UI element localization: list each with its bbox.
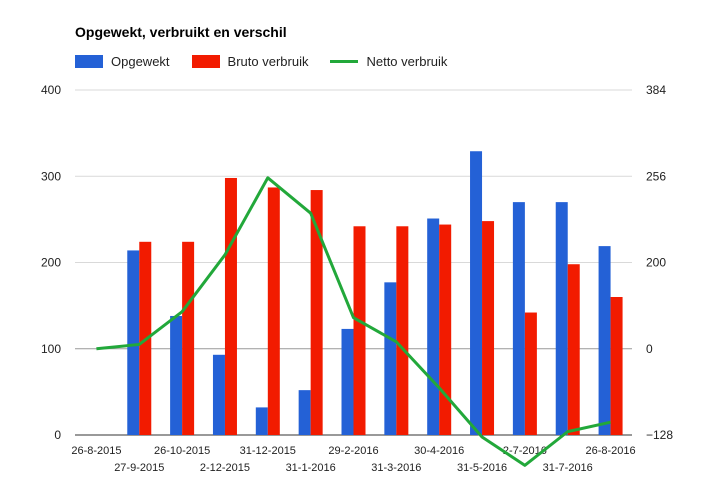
bar-opgewekt bbox=[341, 328, 354, 435]
y-left-tick-label: 400 bbox=[41, 83, 61, 97]
x-tick-label: 26-8-2015 bbox=[71, 445, 121, 457]
bar-bruto-verbruik bbox=[182, 241, 195, 435]
chart-title: Opgewekt, verbruikt en verschil bbox=[75, 24, 287, 40]
legend: Opgewekt Bruto verbruik Netto verbruik bbox=[75, 54, 469, 69]
x-tick-label: 31-3-2016 bbox=[371, 462, 421, 474]
bar-opgewekt bbox=[298, 390, 311, 435]
bar-bruto-verbruik bbox=[353, 226, 366, 435]
x-tick-label: 29-2-2016 bbox=[328, 445, 378, 457]
bar-opgewekt bbox=[255, 407, 268, 435]
x-tick-label: 27-9-2015 bbox=[114, 462, 164, 474]
line-netto-verbruik bbox=[96, 176, 611, 467]
legend-item-bruto-verbruik[interactable]: Bruto verbruik bbox=[191, 54, 309, 69]
x-tick-label: 31-12-2015 bbox=[240, 445, 296, 457]
bar-bruto-verbruik bbox=[439, 224, 452, 435]
x-tick-label: 2-7-2016 bbox=[503, 445, 547, 457]
bar-opgewekt bbox=[212, 354, 225, 435]
bar-bruto-verbruik bbox=[567, 264, 580, 435]
y-left-tick-label: 300 bbox=[41, 169, 61, 183]
y-left-tick-label: 200 bbox=[41, 256, 61, 270]
x-tick-label: 31-5-2016 bbox=[457, 462, 507, 474]
bar-opgewekt bbox=[470, 151, 483, 436]
y-left-tick-label: 100 bbox=[41, 342, 61, 356]
y-right-tick-label: 0 bbox=[646, 342, 653, 356]
legend-swatch-netto-verbruik bbox=[330, 60, 359, 63]
bar-bruto-verbruik bbox=[396, 226, 409, 435]
legend-label-opgewekt: Opgewekt bbox=[111, 54, 170, 69]
x-tick-label: 31-1-2016 bbox=[286, 462, 336, 474]
bar-opgewekt bbox=[170, 315, 183, 435]
x-tick-label: 26-8-2016 bbox=[585, 445, 635, 457]
x-tick-label: 30-4-2016 bbox=[414, 445, 464, 457]
y-left-tick-label: 0 bbox=[54, 428, 61, 442]
bar-bruto-verbruik bbox=[610, 297, 623, 435]
legend-label-netto-verbruik: Netto verbruik bbox=[366, 54, 448, 69]
bar-bruto-verbruik bbox=[224, 177, 237, 435]
bar-bruto-verbruik bbox=[310, 190, 323, 435]
bar-opgewekt bbox=[555, 202, 568, 435]
legend-label-bruto-verbruik: Bruto verbruik bbox=[227, 54, 309, 69]
bar-opgewekt bbox=[598, 246, 611, 435]
y-right-tick-label: 200 bbox=[646, 256, 666, 270]
y-right-tick-label: 256 bbox=[646, 169, 666, 183]
x-tick-label: 26-10-2015 bbox=[154, 445, 210, 457]
bar-opgewekt bbox=[427, 218, 440, 435]
legend-item-opgewekt[interactable]: Opgewekt bbox=[75, 54, 170, 69]
bar-bruto-verbruik bbox=[267, 187, 280, 435]
y-right-tick-label: −128 bbox=[646, 428, 673, 442]
legend-swatch-bruto-verbruik bbox=[191, 55, 220, 68]
bar-opgewekt bbox=[384, 282, 397, 435]
bar-opgewekt bbox=[512, 202, 525, 435]
x-tick-label: 31-7-2016 bbox=[543, 462, 593, 474]
bar-bruto-verbruik bbox=[482, 221, 495, 435]
legend-item-netto-verbruik[interactable]: Netto verbruik bbox=[330, 54, 447, 69]
legend-swatch-opgewekt bbox=[75, 55, 103, 68]
x-tick-label: 2-12-2015 bbox=[200, 462, 250, 474]
y-right-tick-label: 384 bbox=[646, 83, 666, 97]
bar-bruto-verbruik bbox=[524, 312, 537, 435]
bar-opgewekt bbox=[127, 250, 140, 435]
